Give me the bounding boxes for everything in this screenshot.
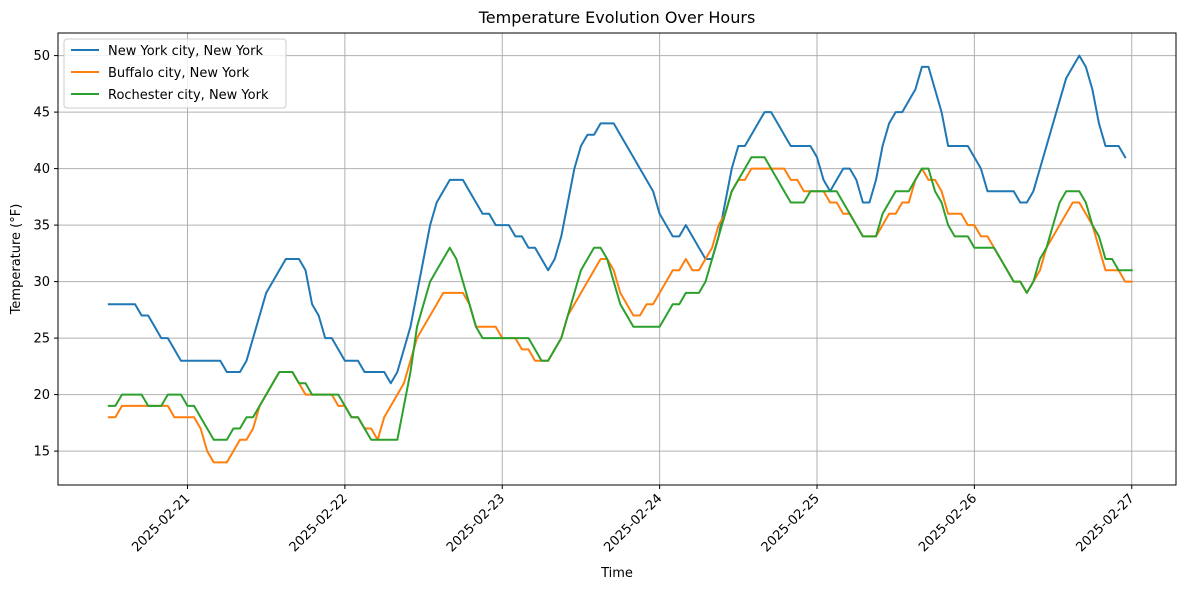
series-line-buffalo [107, 167, 1133, 464]
legend-label-rochester: Rochester city, New York [108, 88, 269, 103]
chart-title: Temperature Evolution Over Hours [478, 8, 756, 27]
y-tick-label: 50 [33, 49, 50, 64]
y-tick-label: 45 [33, 106, 50, 121]
y-tick-label: 25 [33, 332, 50, 347]
legend: New York city, New York Buffalo city, Ne… [63, 38, 287, 109]
series-line-new-york [107, 54, 1127, 385]
plot-frame [57, 32, 1177, 486]
y-axis-label: Temperature (°F) [9, 204, 24, 316]
x-axis-label: Time [600, 566, 633, 581]
y-tick-label: 35 [33, 219, 50, 234]
y-tick-label: 30 [33, 275, 50, 290]
y-tick-label: 15 [33, 445, 50, 460]
series-line-rochester [107, 156, 1133, 441]
legend-label-new-york: New York city, New York [108, 44, 263, 59]
legend-box [63, 38, 287, 109]
y-tick-label: 40 [33, 162, 50, 177]
y-axis-ticks: 15 20 25 30 35 40 45 50 [33, 49, 58, 460]
y-tick-label: 20 [33, 388, 50, 403]
series-lines [107, 54, 1133, 464]
legend-label-buffalo: Buffalo city, New York [108, 66, 250, 81]
